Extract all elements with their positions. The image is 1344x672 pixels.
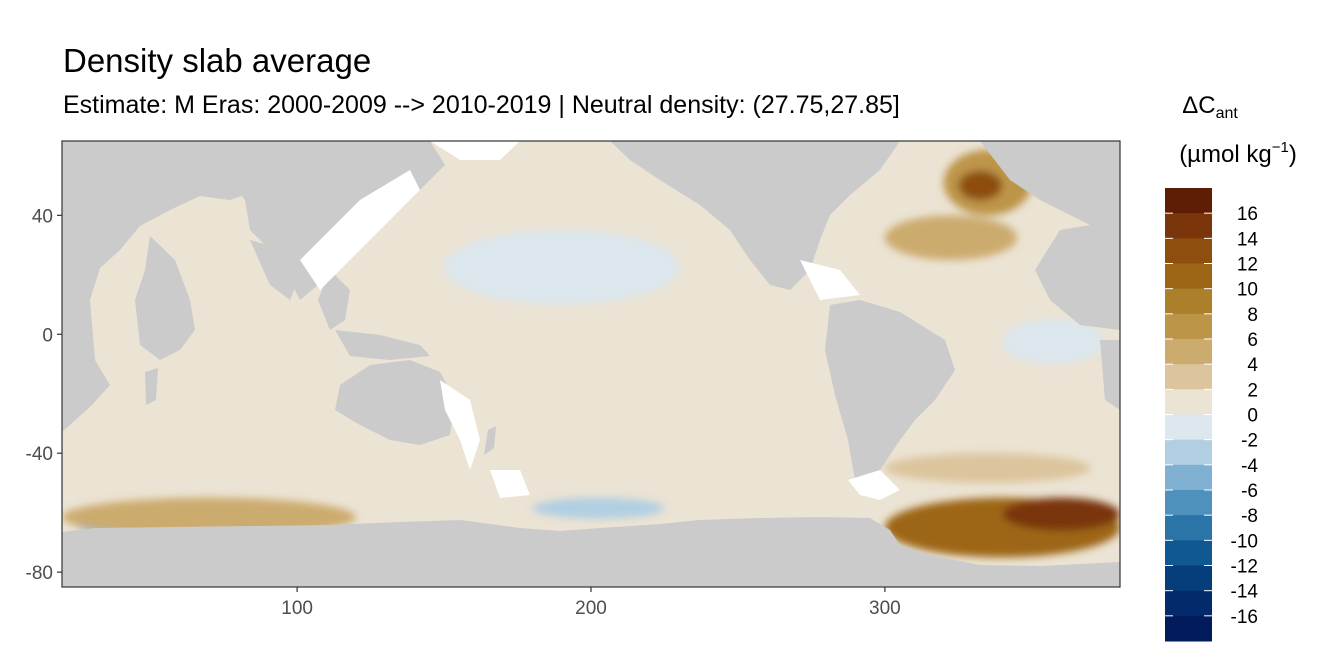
legend-title: ΔCant (1182, 92, 1238, 122)
x-axis: 100 200 300 (281, 587, 901, 619)
land-indonesia (335, 330, 430, 360)
field-region-weddell-core (1002, 497, 1120, 531)
no-data-arctic-pacific (430, 141, 520, 160)
field-region-north-pacific-weak-negative (444, 230, 680, 305)
legend-swatch (1165, 339, 1212, 365)
legend-swatch (1165, 414, 1212, 441)
y-tick-label: 40 (32, 206, 53, 227)
legend-label: 4 (1247, 355, 1258, 376)
no-data-asia-margin (300, 170, 420, 290)
legend-swatch (1165, 615, 1212, 642)
field-region-north-atlantic-core (958, 170, 1003, 201)
legend-label: 12 (1237, 255, 1258, 276)
no-data-layer (300, 141, 900, 500)
land-south-america (825, 300, 955, 495)
land-africa (62, 141, 270, 432)
legend-swatch (1165, 364, 1212, 390)
legend-swatch (1165, 515, 1212, 541)
legend-title-sub: ant (1216, 105, 1239, 122)
land-greenland (980, 141, 1120, 240)
legend-unit-sup: −1 (1272, 139, 1289, 156)
no-data-drake (848, 470, 900, 500)
legend-label: 14 (1237, 229, 1259, 250)
legend-label: -10 (1231, 531, 1258, 552)
legend-swatch (1165, 213, 1212, 239)
legend-labels: 16 14 12 10 8 6 4 2 0 -2 -4 -6 -8 -10 -12 -14 -16 (1165, 204, 1258, 628)
no-data-caribbean (800, 260, 860, 300)
map-layer (62, 141, 1120, 587)
legend-label: -14 (1231, 582, 1259, 603)
legend-label: -6 (1241, 481, 1258, 502)
legend-swatch (1165, 590, 1212, 617)
x-tick-label: 100 (281, 598, 313, 619)
y-tick-label: 0 (42, 325, 53, 346)
x-tick-label: 200 (575, 598, 607, 619)
y-tick-label: -80 (26, 563, 53, 584)
legend-label: -2 (1241, 431, 1258, 452)
field-region-south-atlantic (884, 453, 1091, 483)
legend: ΔCant (µmol kg−1) 16 14 12 10 8 6 4 2 0 -2 -4 -6 -8 -… (1165, 92, 1297, 642)
land-layer (62, 141, 1120, 587)
land-india (250, 240, 300, 300)
legend-swatch (1165, 439, 1212, 466)
x-tick-label: 300 (869, 598, 901, 619)
legend-swatch (1165, 540, 1212, 566)
legend-unit-main: (µmol kg (1179, 141, 1272, 168)
legend-label: 16 (1237, 204, 1258, 225)
field-region-southern-ocean-pacific-negative (532, 497, 665, 519)
land-africa-right (1100, 340, 1120, 410)
legend-swatch (1165, 464, 1212, 491)
land-europe-africa-right (1035, 220, 1120, 330)
legend-label: 0 (1247, 406, 1258, 427)
land-africa-east (135, 236, 195, 360)
legend-swatch (1165, 565, 1212, 592)
y-tick-label: -40 (26, 444, 53, 465)
legend-swatch (1165, 313, 1212, 340)
land-north-america (610, 141, 900, 290)
no-data-australia-south (440, 380, 480, 470)
y-axis: 40 0 -40 -80 (26, 206, 62, 584)
land-new-zealand (484, 426, 496, 455)
legend-swatch (1165, 288, 1212, 315)
chart-title: Density slab average (63, 42, 372, 79)
field-region-tropical-atlantic-east (1002, 319, 1106, 365)
chart-subtitle: Estimate: M Eras: 2000-2009 --> 2010-201… (63, 91, 900, 119)
legend-swatch (1165, 490, 1212, 516)
legend-title-main: ΔC (1182, 92, 1215, 119)
legend-label: 6 (1247, 330, 1258, 351)
legend-colorbar (1165, 188, 1212, 642)
land-antarctica (62, 517, 1120, 587)
land-se-asia (318, 270, 350, 330)
legend-label: 8 (1247, 305, 1258, 326)
legend-unit: (µmol kg−1) (1179, 139, 1297, 168)
no-data-nz-drake (490, 470, 530, 498)
legend-label: 10 (1237, 280, 1258, 301)
legend-swatch (1165, 188, 1212, 214)
legend-label: -4 (1241, 456, 1258, 477)
legend-label: -8 (1241, 506, 1258, 527)
legend-swatch (1165, 238, 1212, 264)
land-australia (335, 360, 455, 445)
legend-swatch (1165, 389, 1212, 415)
legend-label: 2 (1247, 380, 1258, 401)
land-madagascar (145, 368, 158, 405)
legend-unit-close: ) (1289, 141, 1297, 168)
legend-swatch (1165, 263, 1212, 290)
field-region-north-atlantic-midlat (884, 215, 1018, 260)
legend-label: -12 (1231, 557, 1258, 578)
legend-label: -16 (1231, 607, 1258, 628)
